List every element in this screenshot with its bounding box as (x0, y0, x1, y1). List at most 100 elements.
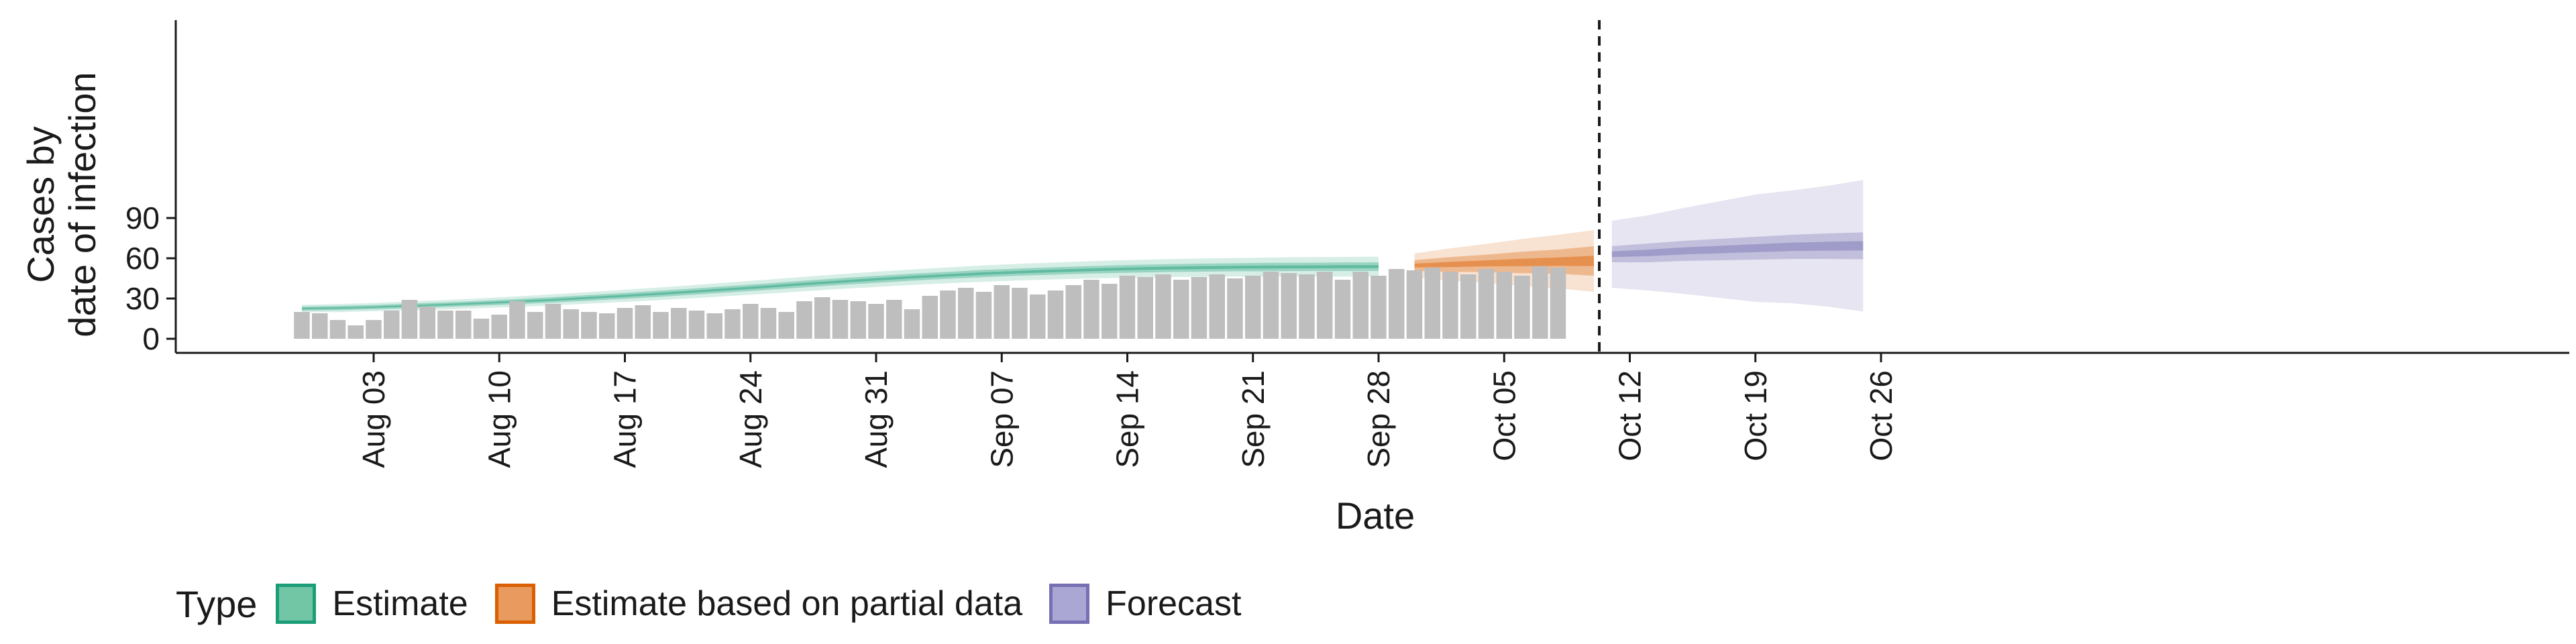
bar (1173, 280, 1189, 339)
band-core-partial (1414, 256, 1594, 268)
bar (635, 305, 651, 339)
bar (904, 309, 920, 339)
legend-key-forecast (1049, 584, 1090, 624)
bar (1406, 270, 1423, 339)
x-tick-label: Sep 07 (984, 370, 1019, 468)
bar (832, 300, 849, 339)
bar (437, 311, 453, 339)
bar (1478, 269, 1495, 339)
bar (1102, 284, 1118, 339)
bar (994, 285, 1010, 339)
band-core-estimate (302, 265, 1379, 310)
bar (724, 309, 741, 339)
band-core-forecast (1611, 241, 1864, 258)
bar (922, 296, 938, 339)
bar (419, 307, 435, 339)
bar (491, 315, 507, 339)
legend-key-estimate (276, 584, 317, 624)
legend-title: Type (176, 582, 258, 625)
legend-item-forecast: Forecast (1049, 584, 1241, 624)
legend: Type Estimate Estimate based on partial … (176, 577, 1268, 631)
bar (1191, 277, 1208, 339)
bar (1137, 277, 1153, 339)
bar (329, 320, 346, 339)
band-inner-partial (1414, 246, 1594, 276)
bar (706, 313, 722, 339)
y-tick-label: 90 (125, 201, 160, 235)
x-tick-label: Oct 12 (1613, 370, 1648, 462)
bar (1119, 276, 1136, 339)
bar (1389, 269, 1405, 339)
bar (796, 301, 812, 339)
bar (294, 312, 310, 339)
bar (1065, 285, 1081, 339)
legend-label-forecast: Forecast (1106, 584, 1242, 623)
x-tick-label: Aug 31 (859, 370, 894, 468)
bar (958, 288, 974, 339)
bar (1424, 268, 1440, 339)
bar (886, 300, 902, 339)
legend-item-partial: Estimate based on partial data (494, 584, 1023, 624)
x-axis-title: Date (1336, 494, 1415, 537)
bar (1496, 272, 1512, 339)
x-tick-label: Sep 21 (1236, 370, 1271, 468)
legend-label-partial: Estimate based on partial data (551, 584, 1023, 623)
x-tick-label: Aug 17 (608, 370, 643, 468)
bar (940, 290, 956, 339)
bar (671, 308, 687, 339)
bar (473, 319, 490, 339)
bar (1281, 273, 1297, 339)
band-inner-estimate (302, 262, 1379, 311)
bar (312, 313, 328, 339)
bar (384, 311, 400, 339)
band-outer-estimate (302, 256, 1379, 313)
bar (868, 304, 884, 339)
bar (599, 313, 615, 339)
y-axis-title-line2: date of infection (61, 72, 103, 337)
y-axis-title-line1: Cases by (19, 126, 62, 282)
bar (743, 304, 759, 339)
bar (1012, 288, 1028, 339)
bar (975, 292, 992, 339)
x-tick-label: Oct 19 (1738, 370, 1773, 462)
bar (850, 301, 866, 339)
bar (1532, 266, 1548, 339)
bar (1047, 290, 1064, 339)
x-tick-label: Aug 10 (482, 370, 517, 468)
band-outer-partial (1414, 230, 1594, 292)
x-tick-label: Sep 14 (1110, 370, 1145, 468)
y-tick-label: 30 (125, 281, 160, 316)
bar (509, 301, 525, 339)
bar (1317, 272, 1333, 339)
bar (1514, 276, 1530, 339)
y-tick-label: 60 (125, 241, 160, 276)
legend-item-estimate: Estimate (276, 584, 468, 624)
bar (527, 312, 543, 339)
interval-bands (302, 180, 1864, 313)
bar (401, 300, 418, 339)
x-tick-label: Oct 26 (1864, 370, 1898, 462)
bars (294, 266, 1566, 339)
bar (1083, 280, 1099, 339)
bar (1227, 278, 1243, 339)
x-tick-label: Sep 28 (1361, 370, 1396, 468)
bar (616, 308, 633, 339)
bar (1371, 276, 1387, 339)
x-tick-label: Aug 03 (356, 370, 391, 468)
band-outer-forecast (1611, 180, 1864, 312)
bar (1155, 274, 1171, 339)
bar (1334, 280, 1351, 339)
bar (778, 312, 794, 339)
legend-key-partial (494, 584, 535, 624)
bar (814, 297, 830, 339)
bar (1030, 294, 1046, 339)
bar (1209, 274, 1225, 339)
bar (1245, 276, 1261, 339)
bar (653, 312, 669, 339)
x-tick-label: Aug 24 (733, 370, 768, 468)
y-tick-label: 0 (142, 321, 160, 356)
bar (1299, 274, 1315, 339)
bar (1442, 272, 1458, 339)
bar (366, 320, 382, 339)
bar (347, 325, 364, 339)
